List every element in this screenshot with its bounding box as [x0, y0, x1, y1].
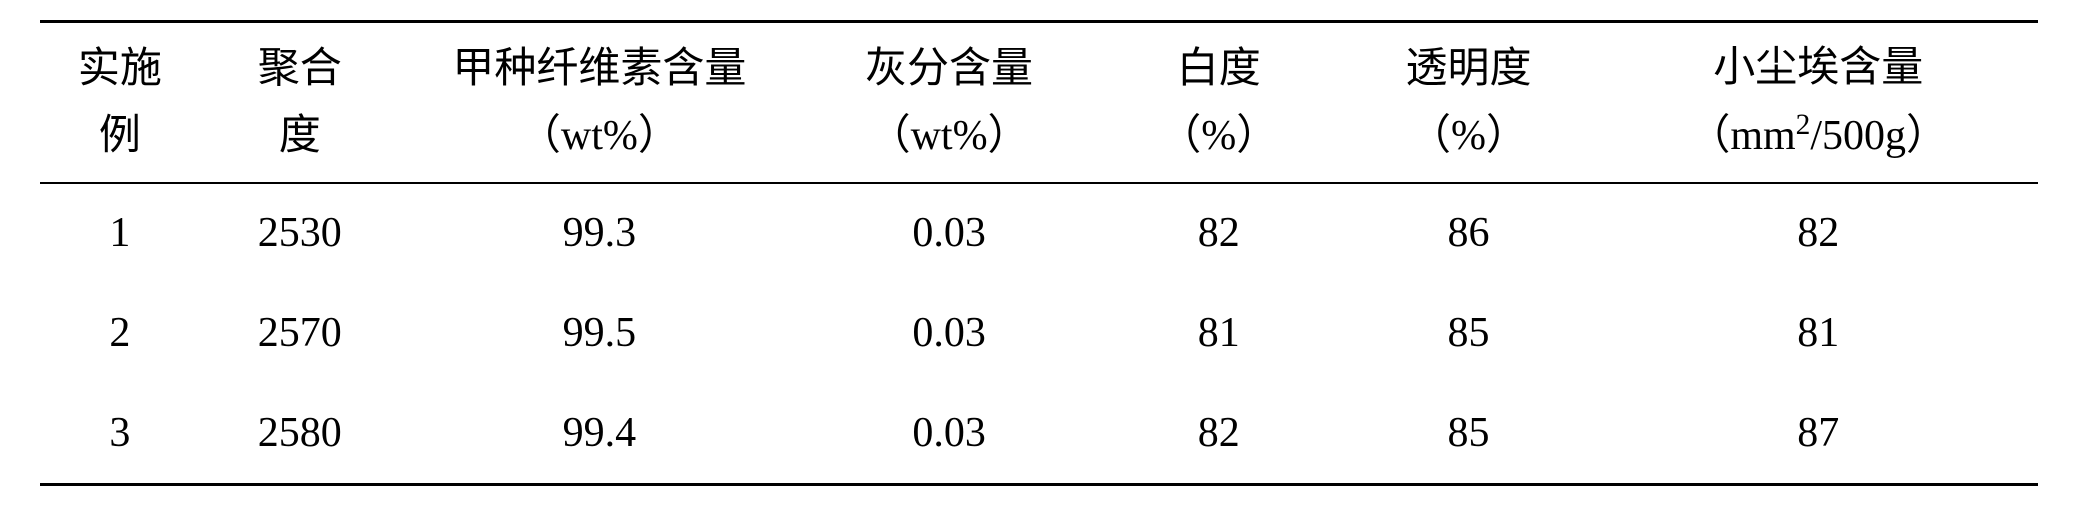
header-label: 聚合 [208, 36, 392, 103]
cell-whiteness: 82 [1099, 384, 1339, 485]
cell-polymerization: 2570 [200, 284, 400, 384]
table-row: 2 2570 99.5 0.03 81 85 81 [40, 284, 2038, 384]
cell-whiteness: 81 [1099, 284, 1339, 384]
header-example: 实施 例 [40, 22, 200, 184]
header-transparency: 透明度 （%） [1339, 22, 1599, 184]
data-table: 实施 例 聚合 度 甲种纤维素含量 （wt%） 灰分含量 （wt%） 白度 （%… [40, 20, 2038, 486]
cell-cellulose: 99.3 [400, 183, 800, 284]
cell-ash: 0.03 [799, 284, 1099, 384]
header-unit: （mm2/500g） [1606, 102, 2030, 170]
cell-transparency: 86 [1339, 183, 1599, 284]
cell-cellulose: 99.5 [400, 284, 800, 384]
table-row: 3 2580 99.4 0.03 82 85 87 [40, 384, 2038, 485]
header-label: 透明度 [1347, 36, 1591, 103]
header-dust: 小尘埃含量 （mm2/500g） [1598, 22, 2038, 184]
header-label: 甲种纤维素含量 [408, 36, 792, 103]
header-label: 实施 [48, 36, 192, 103]
cell-transparency: 85 [1339, 284, 1599, 384]
header-whiteness: 白度 （%） [1099, 22, 1339, 184]
cell-whiteness: 82 [1099, 183, 1339, 284]
header-label: 小尘埃含量 [1606, 35, 2030, 102]
header-label: （%） [1347, 103, 1591, 170]
cell-transparency: 85 [1339, 384, 1599, 485]
table-row: 1 2530 99.3 0.03 82 86 82 [40, 183, 2038, 284]
cell-dust: 81 [1598, 284, 2038, 384]
unit-suffix: /500g） [1810, 113, 1948, 159]
header-label: 例 [48, 103, 192, 170]
header-label: 度 [208, 103, 392, 170]
cell-example: 1 [40, 183, 200, 284]
cell-example: 2 [40, 284, 200, 384]
cell-ash: 0.03 [799, 183, 1099, 284]
unit-prefix: （mm [1688, 113, 1795, 159]
header-label: （%） [1107, 103, 1331, 170]
cell-cellulose: 99.4 [400, 384, 800, 485]
header-polymerization: 聚合 度 [200, 22, 400, 184]
header-label: （wt%） [807, 103, 1091, 170]
header-label: 白度 [1107, 36, 1331, 103]
cell-polymerization: 2530 [200, 183, 400, 284]
header-label: （wt%） [408, 103, 792, 170]
cell-example: 3 [40, 384, 200, 485]
cell-ash: 0.03 [799, 384, 1099, 485]
header-cellulose: 甲种纤维素含量 （wt%） [400, 22, 800, 184]
unit-sup: 2 [1796, 109, 1811, 141]
header-ash: 灰分含量 （wt%） [799, 22, 1099, 184]
cell-dust: 82 [1598, 183, 2038, 284]
cell-dust: 87 [1598, 384, 2038, 485]
table-header-row: 实施 例 聚合 度 甲种纤维素含量 （wt%） 灰分含量 （wt%） 白度 （%… [40, 22, 2038, 184]
header-label: 灰分含量 [807, 36, 1091, 103]
cell-polymerization: 2580 [200, 384, 400, 485]
